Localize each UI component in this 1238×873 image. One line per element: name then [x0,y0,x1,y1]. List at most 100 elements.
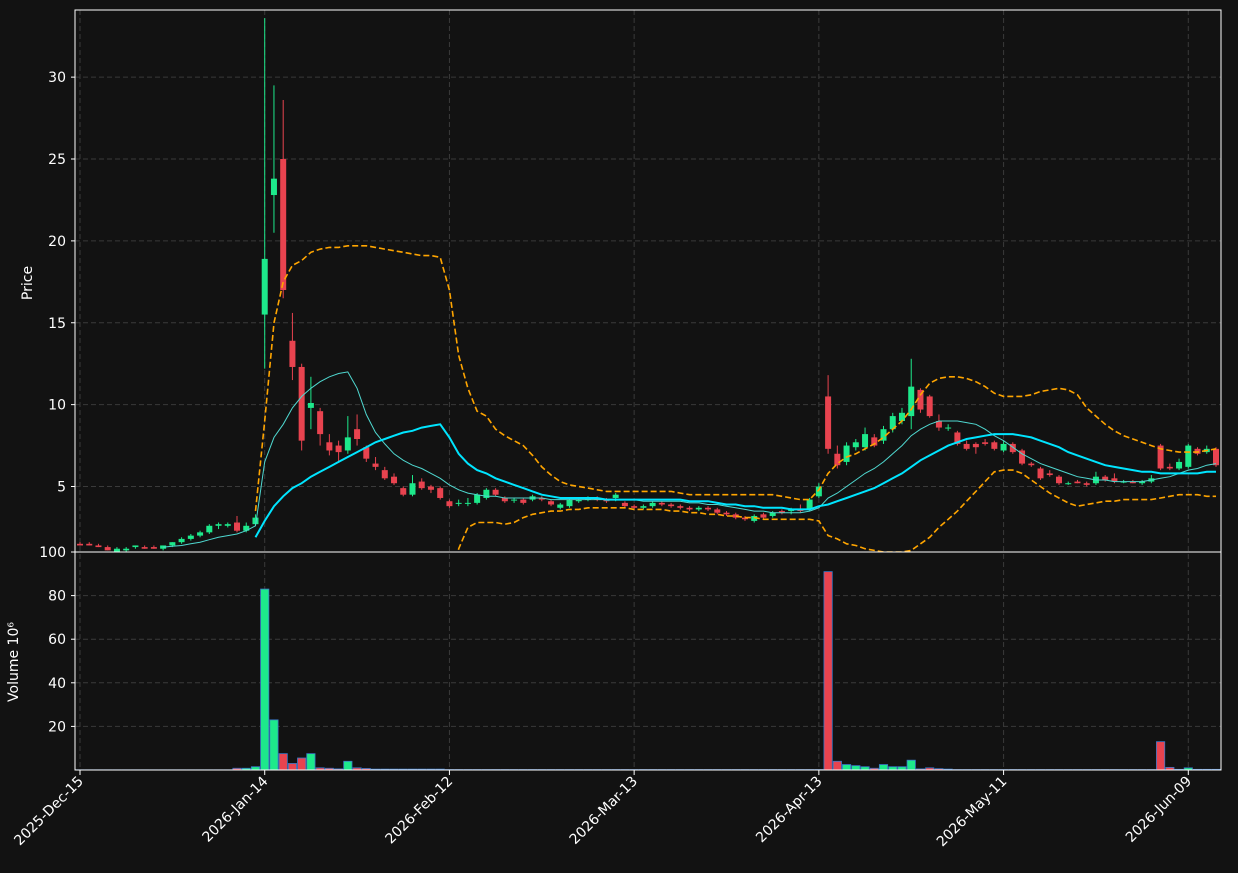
candle-body [806,499,813,510]
candle-body [769,512,776,516]
volume-bar [823,571,833,771]
candle-body [640,506,647,508]
y-axis-label: Price [20,266,36,300]
indicator-line [163,371,1217,548]
candle-body [741,517,748,520]
volume-bar [269,719,279,771]
candle-body [418,481,425,489]
candle-body [972,443,979,448]
candle-body [307,402,314,408]
candle-body [326,442,333,451]
candle-body [197,532,204,536]
candle-body [1019,450,1026,464]
candle-body [150,547,157,549]
candle-body [400,488,407,495]
candle-body [215,524,222,526]
candle-body [991,442,998,449]
candle-body [963,443,970,449]
candle-body [391,476,398,484]
candle-body [612,494,619,498]
candle-body [1046,473,1053,476]
candle-body [474,494,481,503]
candle-body [511,499,518,501]
indicator-line [254,423,1216,538]
candle-body [1055,476,1062,484]
candle-body [732,514,739,518]
y-tick-label: 80 [48,589,66,605]
volume-bar [842,764,852,771]
candle-body [926,396,933,417]
candle-body [178,538,185,543]
candle-body [169,542,176,546]
candle-body [1102,476,1109,480]
candle-body [1009,443,1016,453]
volume-bar [306,753,316,771]
candle-body [575,499,582,502]
candle-body [409,483,416,495]
candle-body [566,499,573,507]
candle-body [372,463,379,467]
candle-body [317,411,324,435]
candle-body [1083,483,1090,485]
candle-body [141,547,148,549]
candle-body [187,535,194,539]
volume-bar [260,588,270,771]
candle-body [834,453,841,466]
candle-body [206,525,213,533]
candle-body [686,507,693,510]
volume-bar [851,765,861,771]
candle-body [714,509,721,513]
candle-body [548,501,555,505]
volume-bar [1156,741,1166,771]
candle-body [843,445,850,462]
volume-bar [878,764,889,771]
candle-body [1166,466,1173,469]
candle-body [760,514,767,518]
candle-body [1139,481,1146,484]
candle-body [234,522,241,531]
volume-bar [287,763,297,771]
y-tick-label: 10 [48,398,66,414]
candle-body [945,427,952,429]
candle-body [677,506,684,508]
candle-body [695,507,702,510]
candle-body [705,507,712,510]
candle-body [224,524,231,526]
volume-frame [74,551,1222,771]
candle-body [1212,448,1220,466]
candle-body [344,437,351,451]
candle-body [1037,468,1044,479]
candle-body [261,258,268,315]
candle-body [298,366,305,441]
indicator-line [254,245,1217,512]
y-tick-label: 5 [57,480,66,496]
candle-body [658,502,665,505]
candle-body [1129,481,1136,484]
candle-body [132,545,139,548]
candle-body [381,470,388,479]
indicator-line [457,469,1216,552]
candle-body [898,412,905,422]
candle-body [1074,481,1081,484]
candle-body [954,432,961,444]
candle-body [520,499,527,503]
y-tick-label: 40 [48,676,66,692]
candle-body [354,429,361,440]
candle-body [631,506,638,508]
candle-body [1111,478,1118,482]
candle-body [889,416,896,430]
candle-body [1157,445,1164,469]
candle-body [751,515,758,521]
candle-body [501,497,508,502]
y-tick-label: 100 [39,545,66,561]
candle-body [621,502,628,507]
y-tick-label: 20 [48,719,66,735]
candle-body [86,543,93,546]
y-tick-label: 15 [48,316,66,332]
candle-body [862,434,869,448]
candle-body [270,178,277,196]
candle-body [483,489,490,498]
grid [75,10,1221,770]
candle-body [252,517,259,525]
